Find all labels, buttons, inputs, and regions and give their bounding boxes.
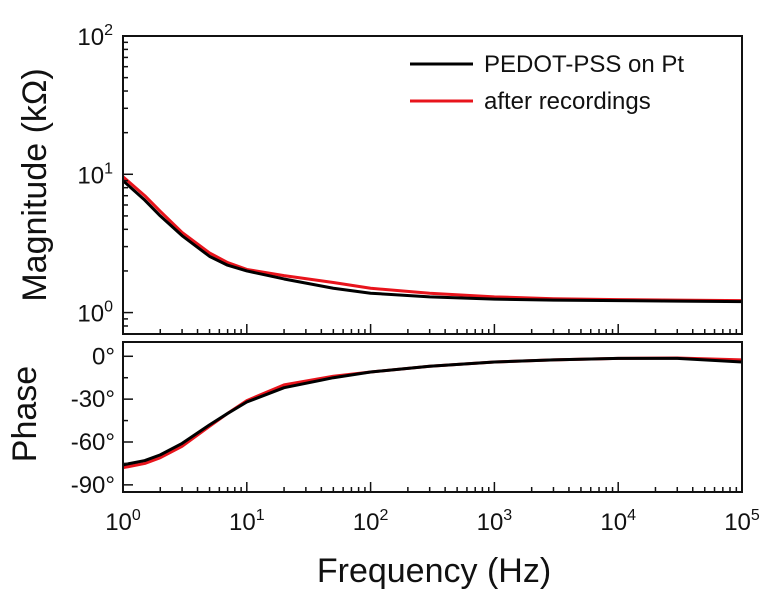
frequency-x-tick-label: 102 [353,507,389,536]
frequency-x-tick-label: 100 [105,507,141,536]
magnitude-series-group [123,175,742,304]
phase-y-tick-label: -90° [71,472,115,499]
legend-label-pedot-pss-on-pt: PEDOT-PSS on Pt [484,51,684,78]
phase-ticks: 0° -30° -60° -90° 100 101 102 103 104 105 [71,343,760,536]
phase-y-tick-label: -60° [71,429,115,456]
phase-line-after-recordings [123,356,742,470]
frequency-x-tick-label: 103 [477,507,513,536]
phase-plot-frame [122,341,743,493]
magnitude-y-tick-label: 100 [77,299,113,328]
frequency-axis-title: Frequency (Hz) [317,552,551,590]
magnitude-line-pedot-pss-on-pt [123,179,742,304]
magnitude-axis-title: Magnitude (kΩ) [16,68,54,301]
magnitude-ticks: 100 101 102 [77,22,738,335]
legend: PEDOT-PSS on Pt after recordings [410,51,684,115]
magnitude-y-tick-label: 101 [77,160,113,189]
frequency-x-tick-label: 105 [724,507,760,536]
magnitude-panel: 100 101 102 Magnitude (kΩ) PEDOT-PSS on Pt… [16,22,743,335]
phase-panel: 0° -30° -60° -90° 100 101 102 103 104 105 Phase [6,341,760,536]
phase-axis-title: Phase [6,366,44,462]
phase-line-pedot-pss-on-pt [123,356,742,467]
magnitude-plot-frame [122,35,743,335]
phase-y-tick-label: -30° [71,386,115,413]
phase-series-group [123,356,742,470]
phase-y-tick-label: 0° [92,343,115,370]
magnitude-line-after-recordings [123,175,742,303]
magnitude-y-tick-label: 102 [77,22,113,51]
frequency-x-tick-label: 101 [229,507,265,536]
legend-label-after-recordings: after recordings [484,88,651,115]
frequency-x-tick-label: 104 [600,507,636,536]
